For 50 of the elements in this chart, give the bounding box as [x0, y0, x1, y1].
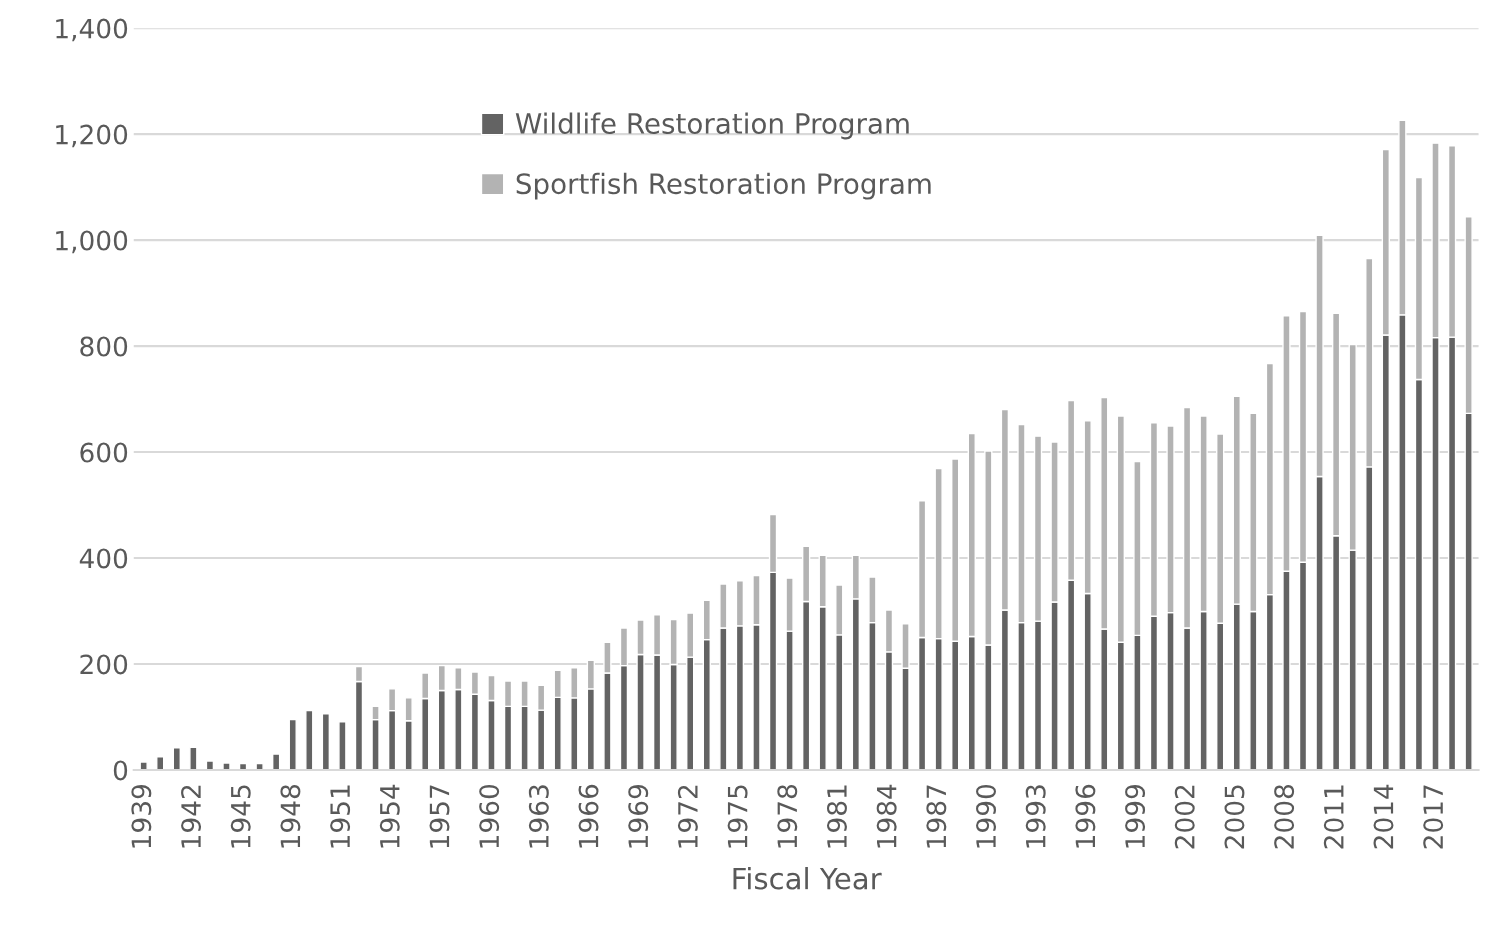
x-tick-label: 1999: [1125, 785, 1146, 848]
x-axis-title: Fiscal Year: [733, 867, 882, 890]
y-tick-label: 1,200: [56, 124, 128, 148]
x-tick-label: 1996: [1075, 784, 1096, 848]
y-tick-label: 1,000: [56, 230, 128, 254]
x-tick-label: 1942: [181, 785, 202, 848]
bar: [189, 746, 198, 770]
bar: [172, 747, 181, 770]
x-tick-label: 1993: [1025, 785, 1046, 848]
bar: [321, 713, 331, 770]
x-tick-label: 1984: [876, 784, 897, 848]
bar: [338, 721, 347, 770]
y-tick-label: 0: [113, 760, 128, 781]
y-tick-label: 200: [80, 654, 128, 675]
x-tick-label: 2005: [1224, 785, 1245, 849]
x-tick-label: 1939: [131, 785, 152, 848]
bar: [271, 753, 281, 770]
x-tick-label: 2014: [1373, 784, 1394, 849]
x-tick-label: 1978: [777, 784, 798, 848]
x-tick-label: 1990: [976, 784, 996, 848]
x-tick-label: 1969: [628, 785, 649, 848]
x-tick-label: 1954: [379, 784, 400, 848]
x-tick-label: 2017: [1423, 785, 1444, 849]
x-tick-label: 1966: [578, 784, 599, 848]
x-tick-label: 2011: [1323, 785, 1344, 849]
x-tick-label: 1948: [280, 784, 301, 848]
legend-label: Wildlife Restoration Program: [515, 112, 909, 140]
y-tick-label: 800: [80, 336, 128, 357]
x-tick-label: 1987: [926, 785, 947, 848]
legend-label: Sportfish Restoration Program: [516, 172, 931, 200]
x-tick-label: 1960: [479, 784, 500, 848]
y-tick-label: 1,400: [56, 18, 128, 42]
bar: [156, 756, 165, 770]
bar: [288, 718, 297, 770]
bar: [255, 762, 264, 770]
x-tick-label: 1951: [330, 785, 351, 848]
x-tick-label: 1975: [727, 785, 748, 848]
y-tick-label: 600: [80, 442, 128, 463]
x-tick-label: 1963: [528, 785, 549, 848]
x-tick-label: 1957: [429, 785, 450, 848]
x-tick-label: 1981: [826, 785, 847, 848]
bar: [139, 761, 148, 770]
x-tick-label: 1945: [230, 785, 251, 848]
bar: [205, 760, 215, 770]
bar: [305, 709, 314, 770]
x-tick-label: 2008: [1274, 784, 1295, 849]
x-tick-label: 2002: [1174, 785, 1195, 849]
bar: [222, 762, 231, 770]
x-tick-label: 1972: [677, 785, 698, 848]
y-tick-label: 400: [79, 548, 128, 569]
